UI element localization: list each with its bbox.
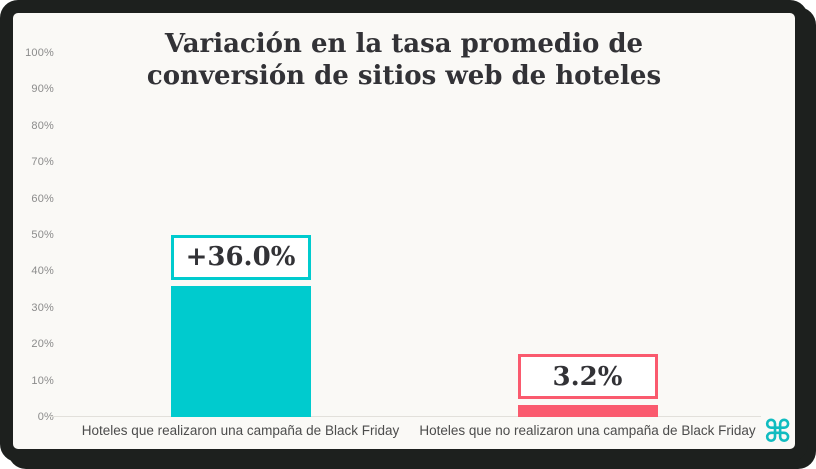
- y-tick-label: 40%: [31, 265, 54, 278]
- value-label: 3.2%: [552, 361, 623, 392]
- y-tick-label: 70%: [31, 156, 54, 169]
- y-tick-label: 50%: [31, 229, 54, 241]
- y-tick-label: 60%: [31, 192, 54, 205]
- y-tick-label: 10%: [31, 374, 54, 387]
- bar-chart: 100% 90% 80% 70% 60% 50% 40% 30% 20% 10%…: [13, 13, 795, 449]
- chart-card: Variación en la tasa promedio de convers…: [0, 0, 808, 462]
- bar-group-campaign: +36.0%: [67, 53, 414, 417]
- y-tick-label: 0%: [37, 411, 54, 423]
- plot-area: +36.0% 3.2%: [49, 53, 761, 417]
- value-label: +36.0%: [185, 242, 296, 273]
- y-tick-label: 100%: [25, 47, 54, 59]
- y-axis: 100% 90% 80% 70% 60% 50% 40% 30% 20% 10%…: [13, 13, 54, 449]
- y-tick-label: 80%: [31, 119, 54, 132]
- chart-title: Variación en la tasa promedio de convers…: [146, 29, 662, 91]
- x-axis-labels: Hoteles que realizaron una campaña de Bl…: [67, 423, 761, 438]
- bar-no-campaign: [517, 405, 658, 417]
- bar-group-no-campaign: 3.2%: [414, 53, 761, 417]
- bar-campaign: [170, 285, 311, 417]
- category-label-no-campaign: Hoteles que no realizaron una campaña de…: [419, 423, 756, 438]
- y-tick-label: 90%: [31, 83, 54, 96]
- command-logo-icon: ⌘: [763, 414, 792, 450]
- chart-card-content: Variación en la tasa promedio de convers…: [13, 13, 795, 449]
- value-badge-campaign: +36.0%: [170, 234, 311, 280]
- category-label-campaign: Hoteles que realizaron una campaña de Bl…: [81, 423, 400, 438]
- value-badge-no-campaign: 3.2%: [517, 354, 658, 400]
- x-axis-baseline: [49, 416, 761, 417]
- y-tick-label: 30%: [31, 301, 54, 314]
- y-tick-label: 20%: [31, 338, 54, 351]
